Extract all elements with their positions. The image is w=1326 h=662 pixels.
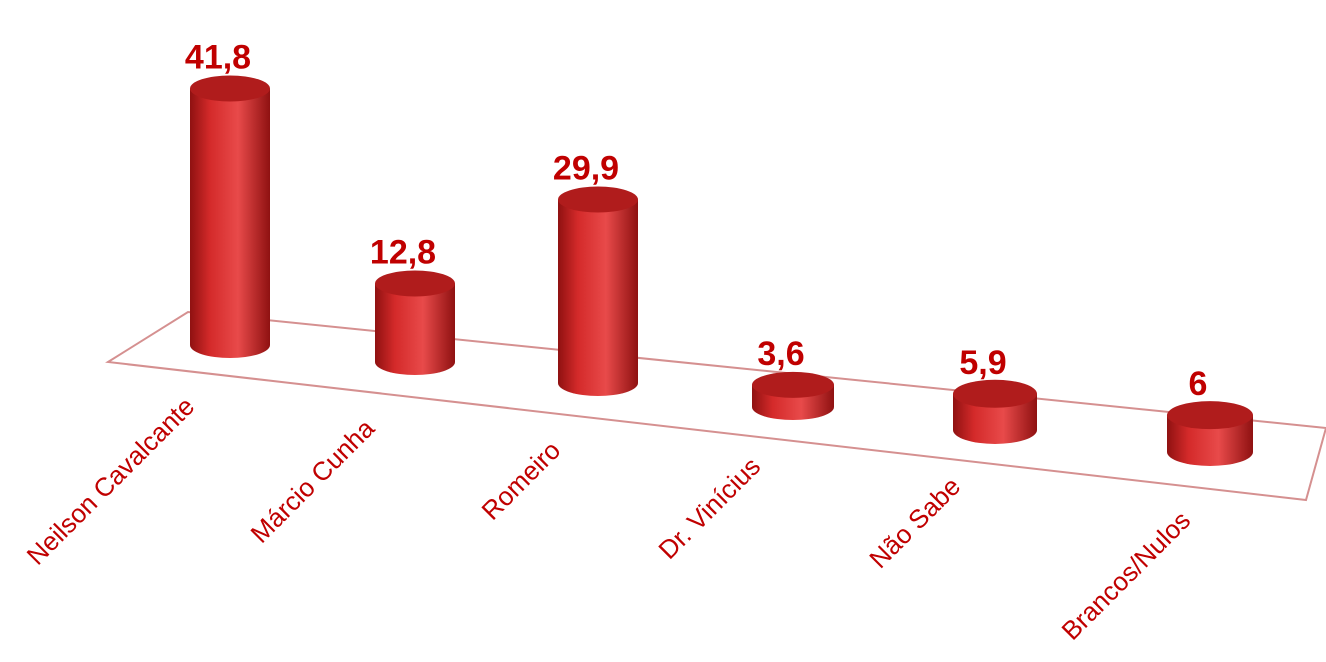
cylinder-top — [953, 379, 1037, 408]
cylinder-top — [752, 371, 834, 398]
value-label: 12,8 — [370, 233, 436, 271]
cylinder-bar — [375, 270, 455, 375]
value-label: 5,9 — [959, 344, 1006, 382]
value-label: 3,6 — [757, 335, 804, 373]
bars-group — [190, 75, 1253, 466]
cylinder-top — [558, 186, 638, 213]
cylinder-bar — [1167, 401, 1253, 466]
category-label: Não Sabe — [863, 471, 966, 574]
cylinder-body — [558, 199, 638, 383]
cylinder-bar — [190, 75, 270, 358]
category-label: Romeiro — [476, 435, 567, 526]
value-label: 6 — [1189, 365, 1208, 403]
cylinder-top — [375, 270, 455, 297]
cylinder-top — [190, 75, 270, 102]
category-label: Márcio Cunha — [245, 413, 381, 549]
cylinder-body — [190, 88, 270, 345]
cylinder-bar — [558, 186, 638, 396]
cylinder-body — [375, 283, 455, 362]
cylinder-bar — [953, 379, 1037, 444]
category-label: Brancos/Nulos — [1055, 505, 1196, 646]
category-label: Dr. Vinícius — [652, 451, 766, 565]
value-label: 41,8 — [185, 39, 251, 77]
category-label: Neilson Cavalcante — [21, 391, 201, 571]
value-label: 29,9 — [553, 150, 619, 188]
cylinder-top — [1167, 401, 1253, 430]
cylinder-bar — [752, 371, 834, 420]
floor-plane — [105, 310, 1326, 502]
value-labels-group: 41,8 12,8 29,9 3,6 5,9 6 — [185, 39, 1208, 404]
